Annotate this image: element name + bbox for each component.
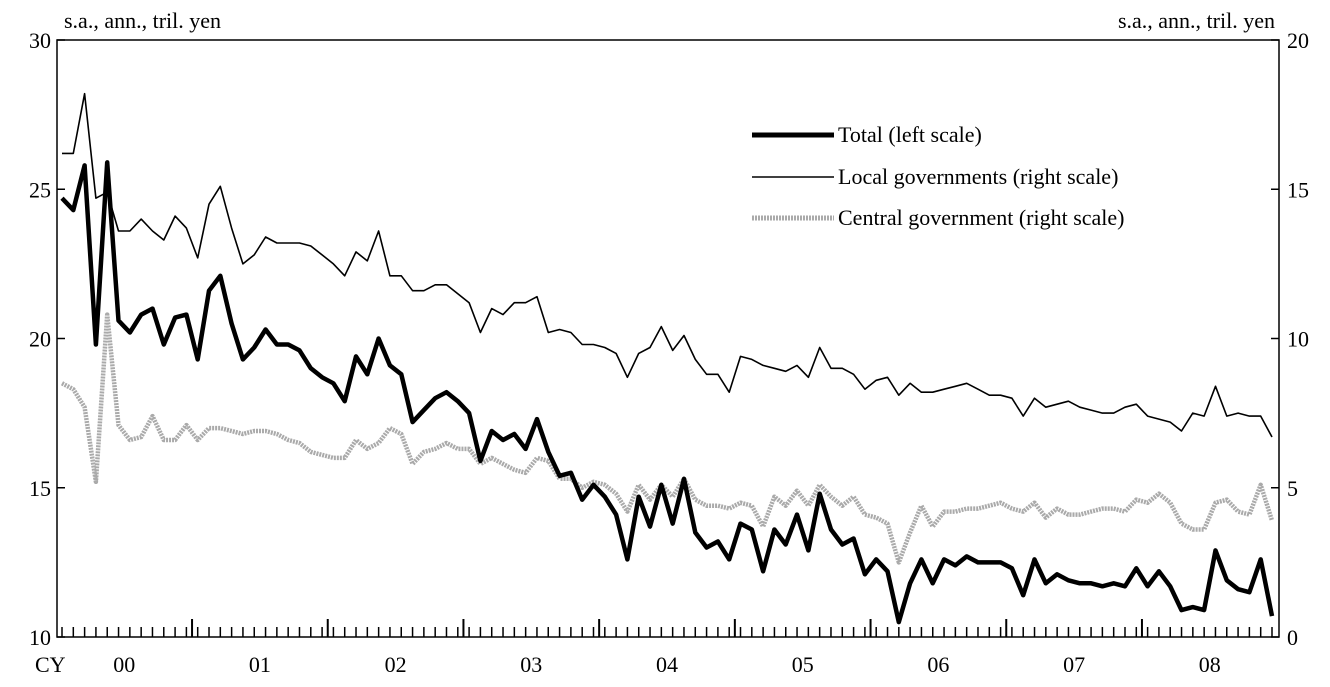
x-year-label: 03 — [520, 652, 542, 677]
right-unit-label: s.a., ann., tril. yen — [1118, 8, 1275, 33]
left-tick-label: 30 — [29, 28, 51, 53]
right-tick-label: 10 — [1287, 327, 1309, 352]
x-year-label: 06 — [927, 652, 949, 677]
x-axis-ticks: CY 00 01 02 03 04 05 06 07 08 — [35, 619, 1273, 677]
x-start-label: CY — [35, 652, 66, 677]
x-year-label: 08 — [1199, 652, 1221, 677]
right-tick-label: 0 — [1287, 625, 1298, 650]
legend-label-central: Central government (right scale) — [838, 205, 1125, 230]
left-unit-label: s.a., ann., tril. yen — [64, 8, 221, 33]
x-year-label: 01 — [249, 652, 271, 677]
x-year-label: 07 — [1063, 652, 1085, 677]
legend-label-local: Local governments (right scale) — [838, 164, 1118, 189]
right-tick-label: 5 — [1287, 476, 1298, 501]
series-layer — [60, 92, 1275, 625]
right-axis-ticks: 0 5 10 15 20 — [1271, 28, 1309, 650]
legend: Total (left scale) Local governments (ri… — [752, 122, 1125, 230]
series-total-line — [60, 160, 1275, 625]
series-central-line — [60, 312, 1275, 565]
left-axis-ticks: 10 15 20 25 30 — [29, 28, 65, 650]
plot-frame — [56, 39, 1280, 638]
left-tick-label: 10 — [29, 625, 51, 650]
x-year-label: 02 — [385, 652, 407, 677]
left-tick-label: 15 — [29, 476, 51, 501]
series-local-line — [62, 92, 1273, 438]
left-tick-label: 25 — [29, 177, 51, 202]
left-tick-label: 20 — [29, 327, 51, 352]
right-tick-label: 15 — [1287, 177, 1309, 202]
x-year-label: 04 — [656, 652, 678, 677]
x-year-label: 05 — [792, 652, 814, 677]
right-tick-label: 20 — [1287, 28, 1309, 53]
x-year-label: 00 — [113, 652, 135, 677]
legend-label-total: Total (left scale) — [838, 122, 982, 147]
